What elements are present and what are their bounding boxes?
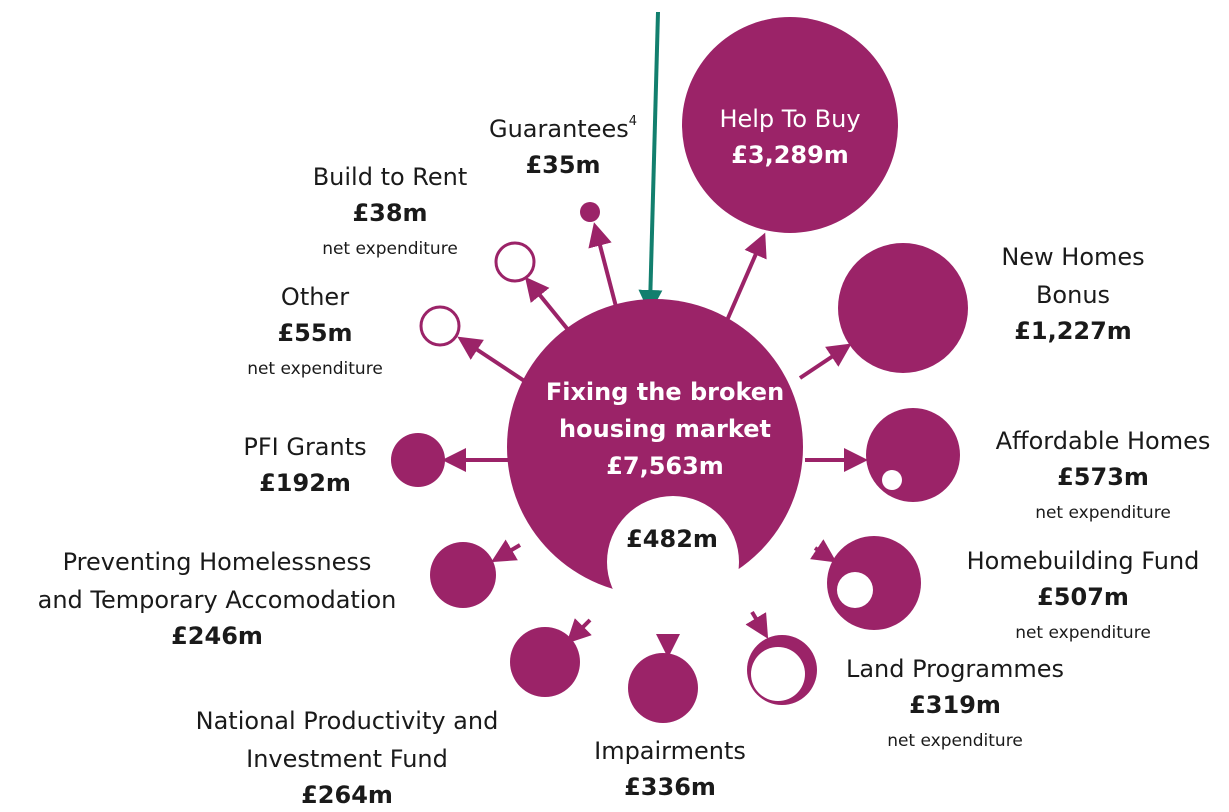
node-label: Guarantees4 bbox=[489, 114, 637, 144]
node-amount: £319m bbox=[909, 691, 1001, 719]
node-label: Affordable Homes bbox=[996, 427, 1211, 455]
node-amount: £1,227m bbox=[1014, 317, 1132, 345]
node-label: Other bbox=[281, 283, 349, 311]
node-note: net expenditure bbox=[322, 239, 458, 259]
node-label: National Productivity and bbox=[196, 707, 499, 735]
node-label: Impairments bbox=[594, 737, 746, 765]
node-note: net expenditure bbox=[247, 359, 383, 379]
node-label: Help To Buy bbox=[719, 105, 860, 133]
node-label: Preventing Homelessness bbox=[63, 548, 372, 576]
node-amount: £507m bbox=[1037, 583, 1129, 611]
node-label: PFI Grants bbox=[243, 433, 366, 461]
node-label: New Homes bbox=[1001, 243, 1144, 271]
incoming-arrow bbox=[638, 11, 663, 314]
node-amount: £3,289m bbox=[731, 141, 849, 169]
center-inner-amount: £482m bbox=[626, 525, 718, 553]
node-amount: £38m bbox=[352, 199, 427, 227]
node-amount: £246m bbox=[171, 622, 263, 650]
node-label: Build to Rent bbox=[313, 163, 468, 191]
circles bbox=[391, 17, 968, 723]
center-amount: £7,563m bbox=[606, 452, 724, 480]
node-label: Investment Fund bbox=[246, 745, 448, 773]
center-title: housing market bbox=[559, 415, 771, 443]
node-amount: £264m bbox=[301, 781, 393, 809]
center-title: Fixing the broken bbox=[546, 378, 784, 406]
node-label: Homebuilding Fund bbox=[967, 547, 1200, 575]
node-note: net expenditure bbox=[887, 731, 1023, 751]
node-amount: £55m bbox=[277, 319, 352, 347]
node-amount: £192m bbox=[259, 469, 351, 497]
node-note: net expenditure bbox=[1015, 623, 1151, 643]
node-amount: £573m bbox=[1057, 463, 1149, 491]
node-amount: £336m bbox=[624, 773, 716, 801]
node-label: and Temporary Accomodation bbox=[38, 586, 397, 614]
node-label: Land Programmes bbox=[846, 655, 1064, 683]
footnote: 4 bbox=[629, 114, 637, 129]
node-amount: £35m bbox=[525, 151, 600, 179]
node-note: net expenditure bbox=[1035, 503, 1171, 523]
node-label: Bonus bbox=[1036, 281, 1110, 309]
